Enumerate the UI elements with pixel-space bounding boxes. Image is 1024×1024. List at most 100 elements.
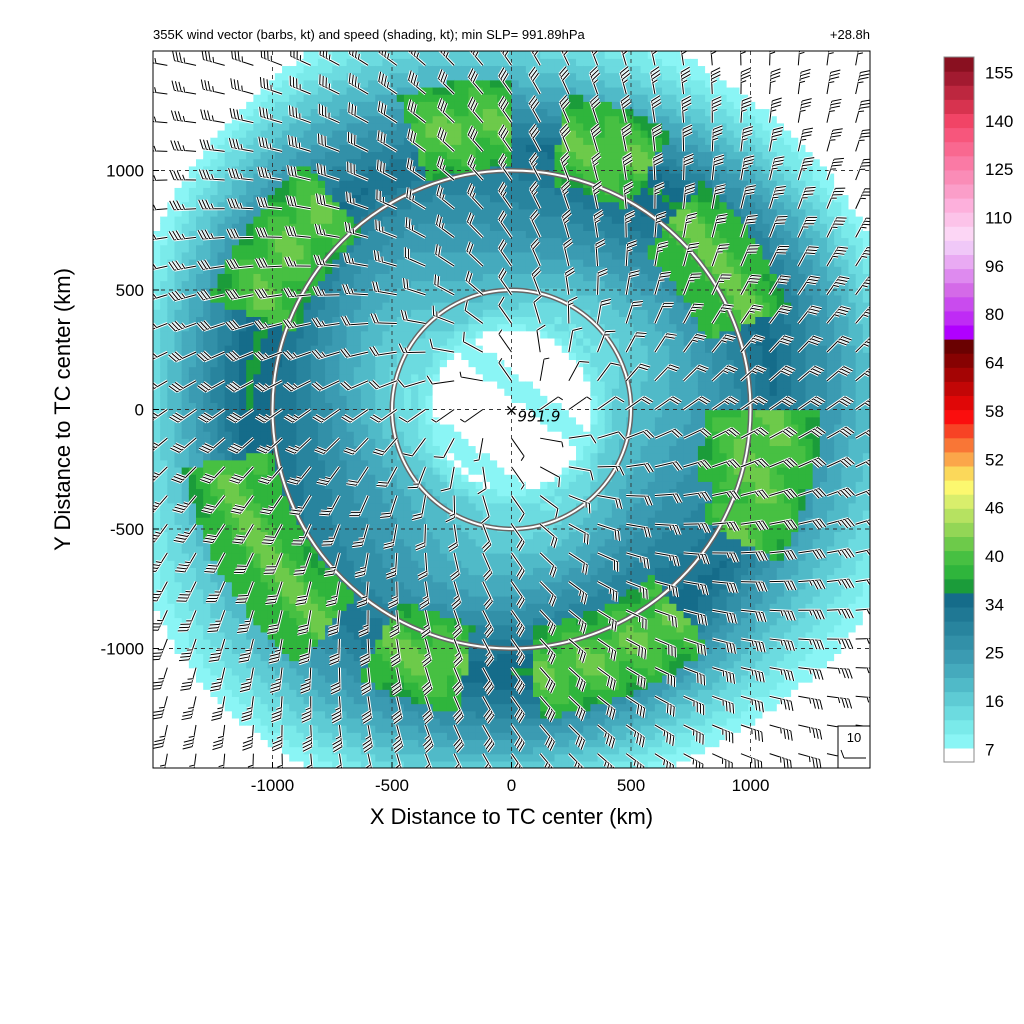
speed-cell	[274, 488, 283, 497]
speed-cell	[353, 459, 362, 468]
speed-cell	[375, 86, 384, 95]
speed-cell	[217, 330, 226, 339]
speed-cell	[360, 581, 369, 590]
speed-cell	[203, 739, 212, 748]
speed-cell	[224, 495, 233, 504]
speed-cell	[454, 144, 463, 153]
speed-cell	[181, 746, 190, 755]
speed-cell	[174, 402, 183, 411]
speed-cell	[210, 438, 219, 447]
speed-cell	[174, 509, 183, 518]
speed-cell	[368, 151, 376, 160]
speed-cell	[504, 151, 513, 160]
speed-cell	[504, 122, 513, 131]
speed-cell	[181, 409, 190, 418]
speed-cell	[267, 667, 276, 676]
speed-cell	[346, 337, 355, 346]
speed-cell	[196, 703, 204, 712]
speed-cell	[317, 753, 326, 762]
speed-cell	[317, 724, 326, 733]
speed-cell	[346, 595, 355, 604]
speed-cell	[497, 409, 506, 418]
speed-cell	[296, 574, 305, 583]
speed-cell	[425, 416, 434, 425]
speed-cell	[396, 595, 405, 604]
speed-cell	[439, 359, 448, 368]
speed-cell	[389, 208, 398, 217]
speed-cell	[382, 409, 391, 418]
speed-cell	[239, 108, 247, 117]
speed-cell	[296, 423, 305, 432]
speed-cell	[411, 732, 419, 741]
speed-cell	[468, 631, 477, 640]
speed-cell	[310, 201, 319, 210]
speed-cell	[267, 337, 276, 346]
speed-cell	[317, 94, 326, 102]
speed-cell	[267, 72, 276, 81]
speed-cell	[231, 581, 240, 590]
speed-cell	[289, 452, 298, 461]
speed-cell	[196, 158, 204, 167]
speed-cell	[368, 689, 376, 697]
speed-cell	[389, 495, 398, 504]
speed-cell	[489, 115, 498, 124]
speed-cell	[224, 638, 233, 647]
speed-cell	[439, 567, 448, 576]
speed-cell	[403, 646, 412, 654]
speed-cell	[210, 172, 219, 181]
speed-cell	[153, 330, 161, 339]
speed-cell	[396, 72, 405, 81]
speed-cell	[167, 94, 176, 102]
speed-cell	[468, 674, 477, 683]
speed-cell	[217, 373, 226, 382]
speed-cell	[217, 624, 226, 633]
speed-cell	[310, 337, 319, 346]
speed-cell	[203, 101, 212, 110]
speed-cell	[231, 402, 240, 411]
speed-cell	[432, 201, 441, 210]
speed-cell	[217, 187, 226, 196]
speed-cell	[396, 545, 405, 554]
speed-cell	[439, 466, 448, 475]
speed-cell	[497, 552, 506, 561]
speed-cell	[310, 717, 319, 726]
speed-cell	[260, 574, 269, 583]
speed-cell	[253, 746, 262, 755]
speed-cell	[368, 631, 376, 640]
speed-cell	[360, 703, 369, 712]
speed-cell	[196, 359, 204, 368]
speed-cell	[296, 387, 305, 396]
speed-cell	[432, 122, 441, 131]
speed-cell	[203, 395, 212, 404]
speed-cell	[246, 574, 255, 583]
speed-cell	[246, 631, 255, 640]
speed-cell	[432, 359, 441, 368]
speed-cell	[482, 187, 491, 196]
speed-cell	[425, 753, 434, 762]
speed-cell	[203, 251, 212, 260]
speed-cell	[389, 739, 398, 748]
speed-cell	[317, 316, 326, 325]
speed-cell	[289, 180, 298, 188]
speed-cell	[411, 724, 419, 733]
speed-cell	[353, 194, 362, 203]
speed-cell	[203, 208, 212, 217]
speed-cell	[260, 208, 269, 217]
speed-cell	[482, 387, 491, 396]
speed-cell	[418, 567, 427, 576]
speed-cell	[181, 101, 190, 110]
speed-cell	[253, 431, 262, 439]
speed-cell	[353, 273, 362, 282]
speed-cell	[253, 144, 262, 153]
speed-cell	[153, 287, 161, 296]
speed-cell	[217, 395, 226, 404]
speed-cell	[332, 617, 341, 626]
speed-cell	[203, 624, 212, 633]
speed-cell	[439, 215, 448, 224]
speed-cell	[196, 395, 204, 404]
speed-cell	[224, 395, 233, 404]
speed-cell	[475, 603, 484, 611]
speed-cell	[425, 122, 434, 131]
speed-cell	[497, 710, 506, 719]
speed-cell	[224, 481, 233, 490]
